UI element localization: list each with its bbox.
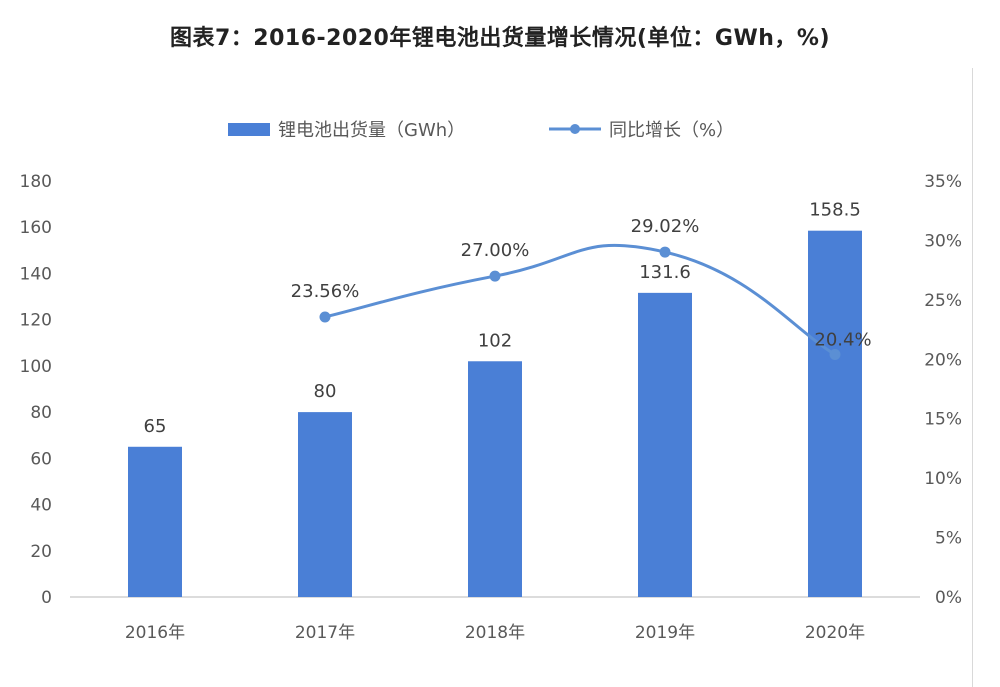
left-axis-tick-label: 160 — [20, 218, 52, 238]
left-axis-tick-label: 40 — [30, 496, 52, 516]
legend-line-label: 同比增长（%） — [609, 120, 734, 141]
legend-bar-swatch — [228, 123, 270, 136]
left-axis-tick-label: 180 — [20, 172, 52, 192]
right-axis-tick-label: 25% — [924, 291, 962, 311]
growth-value-label: 29.02% — [631, 216, 700, 237]
line-series — [319, 243, 841, 361]
left-axis-tick-label: 0 — [41, 588, 52, 608]
bar — [298, 412, 352, 597]
right-axis-tick-label: 20% — [924, 350, 962, 370]
left-axis-tick-label: 140 — [20, 264, 52, 284]
growth-point — [489, 270, 501, 282]
growth-point — [659, 246, 671, 258]
growth-point — [829, 349, 841, 361]
bar-value-label: 80 — [314, 381, 337, 402]
x-axis-category-label: 2020年 — [805, 623, 865, 643]
x-axis-category-label: 2018年 — [465, 623, 525, 643]
right-axis-tick-label: 30% — [924, 231, 962, 251]
bar — [808, 230, 862, 597]
left-axis-tick-label: 20 — [30, 542, 52, 562]
bar-value-label: 131.6 — [639, 262, 691, 283]
legend-line-marker — [570, 124, 580, 134]
right-axis-tick-label: 10% — [924, 469, 962, 489]
x-axis-category-label: 2016年 — [125, 623, 185, 643]
right-axis-tick-label: 5% — [935, 529, 962, 549]
x-axis-categories: 2016年 2017年 2018年 2019年 2020年 — [125, 623, 865, 643]
bar-value-label: 65 — [144, 416, 167, 437]
growth-value-label: 27.00% — [461, 240, 530, 261]
legend-bar-label: 锂电池出货量（GWh） — [278, 120, 465, 141]
left-axis-tick-label: 120 — [20, 311, 52, 331]
x-axis-category-label: 2019年 — [635, 623, 695, 643]
left-axis-tick-label: 100 — [20, 357, 52, 377]
chart-title: 图表7：2016-2020年锂电池出货量增长情况(单位：GWh，%) — [169, 26, 831, 51]
bar — [128, 446, 182, 597]
bar-data-labels: 65 80 102 131.6 158.5 — [144, 200, 861, 437]
growth-value-label: 20.4% — [814, 330, 871, 351]
bar-series — [128, 230, 862, 597]
growth-value-label: 23.56% — [291, 281, 360, 302]
left-axis-tick-label: 60 — [30, 449, 52, 469]
right-axis-tick-label: 35% — [924, 172, 962, 192]
right-y-axis: 0% 5% 10% 15% 20% 25% 30% 35% — [924, 172, 962, 608]
bar — [468, 361, 522, 597]
growth-point — [319, 311, 331, 323]
right-axis-tick-label: 0% — [935, 588, 962, 608]
bar-value-label: 102 — [478, 330, 512, 351]
bar — [638, 292, 692, 597]
left-y-axis: 0 20 40 60 80 100 120 140 160 180 — [20, 172, 52, 608]
frame-divider — [972, 68, 973, 687]
left-axis-tick-label: 80 — [30, 403, 52, 423]
bar-value-label: 158.5 — [809, 200, 861, 221]
growth-line — [324, 243, 836, 356]
legend: 锂电池出货量（GWh） 同比增长（%） — [228, 120, 734, 141]
x-axis-category-label: 2017年 — [295, 623, 355, 643]
right-axis-tick-label: 15% — [924, 410, 962, 430]
line-data-labels: 23.56% 27.00% 29.02% 20.4% — [291, 216, 872, 350]
